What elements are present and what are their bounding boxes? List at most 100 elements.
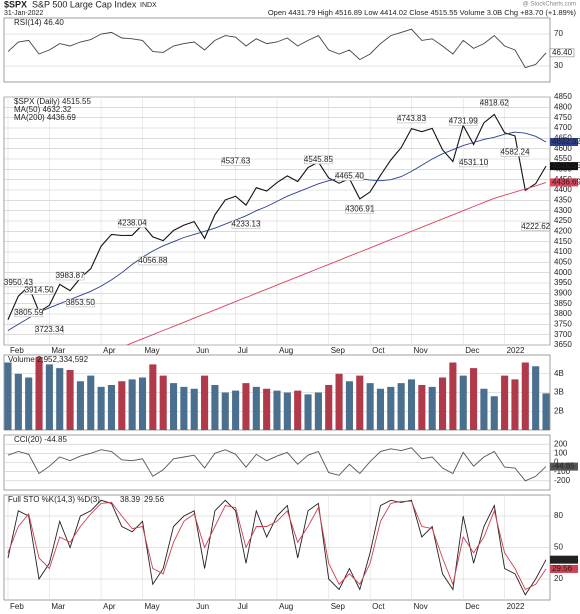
x-tick-label: Apr bbox=[103, 602, 116, 611]
annotation-box bbox=[221, 157, 250, 166]
series-line bbox=[7, 447, 547, 482]
annotation-box bbox=[304, 155, 333, 165]
volume-bar bbox=[459, 375, 467, 430]
volume-bar bbox=[283, 392, 291, 430]
volume-bar bbox=[542, 393, 550, 430]
annotation-box bbox=[55, 271, 85, 281]
annotation: 4537.63 bbox=[221, 157, 250, 166]
last-value-box bbox=[550, 564, 578, 573]
y-tick-label: 3800 bbox=[554, 309, 572, 318]
y-tick-label: 70 bbox=[554, 29, 563, 38]
annotation-box bbox=[521, 222, 550, 231]
volume-bar bbox=[107, 385, 116, 430]
y-tick-label: 3650 bbox=[554, 340, 572, 349]
legend-entry: RSI(14) 46.40 bbox=[14, 18, 64, 27]
annotation: 4731.99 bbox=[449, 116, 478, 125]
date: 31-Jan-2022 bbox=[4, 10, 43, 17]
legend-entry: 38.39 bbox=[120, 495, 141, 504]
annotation: 4306.91 bbox=[345, 204, 374, 213]
legend-entry: CCI(20) -44.85 bbox=[14, 435, 67, 444]
y-tick-label: 200 bbox=[554, 439, 568, 448]
x-tick-label: Nov bbox=[414, 346, 428, 355]
annotation: 4743.83 bbox=[397, 114, 426, 123]
volume-bar bbox=[314, 392, 322, 430]
last-value: 4515.55 bbox=[552, 161, 580, 170]
exchange: INDX bbox=[140, 2, 157, 9]
x-tick-label: Apr bbox=[103, 346, 116, 355]
last-value: 4632.32 bbox=[552, 137, 580, 146]
volume-bar bbox=[449, 362, 457, 430]
volume-bar bbox=[14, 373, 22, 430]
x-tick-label: Jun bbox=[196, 346, 209, 355]
panel bbox=[3, 17, 551, 83]
volume-bar bbox=[418, 385, 426, 430]
volume-bar bbox=[438, 377, 447, 430]
y-tick-label: 4400 bbox=[554, 185, 572, 194]
y-tick-label: 2B bbox=[554, 406, 564, 415]
volume-bar bbox=[252, 386, 260, 430]
y-tick-label: 100 bbox=[554, 448, 568, 457]
volume-bar bbox=[345, 381, 353, 430]
y-tick-label: 4600 bbox=[554, 144, 572, 153]
volume-bar bbox=[190, 388, 198, 430]
last-value: 38.39 bbox=[552, 555, 573, 564]
y-tick-label: 3700 bbox=[554, 330, 572, 339]
plot bbox=[4, 356, 550, 430]
x-tick-label: Mar bbox=[51, 346, 65, 355]
volume-bar bbox=[480, 388, 488, 430]
annotation: 4238.04 bbox=[118, 219, 147, 228]
volume-bar bbox=[242, 383, 250, 430]
annotation-box bbox=[448, 117, 478, 126]
y-tick-label: 80 bbox=[554, 511, 563, 520]
y-tick-label: 4550 bbox=[554, 154, 572, 163]
volume-bar bbox=[273, 390, 281, 430]
volume-bar bbox=[511, 379, 519, 430]
annotation: 3950.43 bbox=[4, 278, 33, 287]
volume-bar bbox=[56, 368, 64, 430]
series-line bbox=[7, 500, 547, 591]
annotation-box bbox=[66, 298, 95, 308]
volume-bar bbox=[149, 364, 157, 430]
y-tick-label: 4750 bbox=[554, 113, 572, 122]
quote: Open 4431.79 High 4516.89 Low 4414.02 Cl… bbox=[268, 8, 577, 17]
volume-bar bbox=[490, 396, 498, 430]
volume-bar bbox=[128, 379, 136, 430]
y-tick-label: 4250 bbox=[554, 216, 572, 225]
y-tick-label: -100 bbox=[554, 467, 571, 476]
volume-bar bbox=[201, 375, 209, 430]
annotation: 4582.24 bbox=[501, 147, 530, 156]
volume-bar bbox=[521, 362, 529, 430]
volume-bar bbox=[66, 370, 74, 430]
annotation: 4233.13 bbox=[232, 220, 261, 229]
volume-bar bbox=[4, 362, 12, 430]
y-tick-label: 4150 bbox=[554, 237, 572, 246]
annotation: 3914.50 bbox=[25, 285, 54, 294]
last-value: 46.40 bbox=[552, 48, 573, 57]
series-line bbox=[7, 113, 547, 320]
volume-bar bbox=[25, 377, 33, 430]
x-tick-label: Dec bbox=[465, 346, 479, 355]
last-value-box bbox=[550, 462, 578, 471]
volume-bar bbox=[407, 379, 416, 430]
plot bbox=[7, 113, 547, 345]
volume-bar bbox=[221, 392, 229, 430]
annotation: 3805.59 bbox=[14, 308, 43, 317]
volume-bar bbox=[263, 388, 271, 430]
volume-bar bbox=[76, 381, 84, 430]
x-tick-label: Feb bbox=[10, 346, 24, 355]
y-tick-label: 4350 bbox=[554, 195, 572, 204]
x-tick-label: May bbox=[145, 602, 160, 611]
annotation-box bbox=[4, 278, 33, 288]
y-tick-label: 4100 bbox=[554, 247, 572, 256]
series-line bbox=[7, 499, 547, 596]
last-value-box bbox=[550, 178, 578, 187]
volume-bar bbox=[45, 364, 53, 430]
volume-bar bbox=[501, 375, 509, 430]
annotation-box bbox=[14, 308, 43, 318]
watermark: @ StockCharts.com bbox=[523, 2, 576, 8]
plot bbox=[7, 447, 547, 482]
x-tick-label: Jul bbox=[238, 346, 248, 355]
annotation-box bbox=[480, 99, 509, 108]
y-tick-label: 4050 bbox=[554, 257, 572, 266]
